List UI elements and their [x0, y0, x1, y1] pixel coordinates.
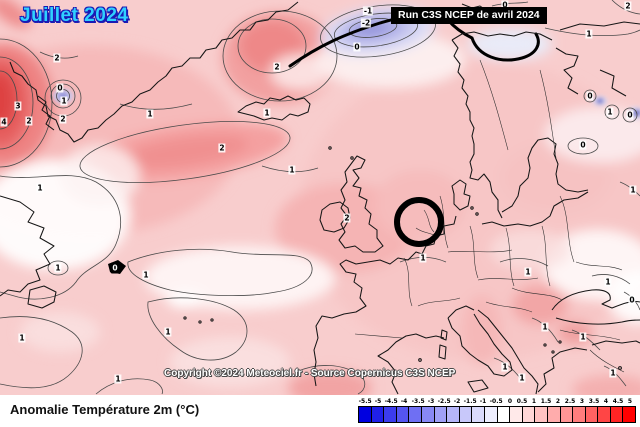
scale-box — [395, 406, 410, 423]
scale-tick: 1 — [531, 397, 536, 405]
contour-label: 1 — [54, 263, 62, 273]
contour-label: 2 — [53, 53, 61, 63]
scale-tick: -4 — [401, 397, 408, 405]
scale-box — [370, 406, 385, 423]
contour-label: 2 — [343, 213, 351, 223]
contour-label: 1 — [18, 333, 26, 343]
contour-label: 1 — [114, 374, 122, 384]
scale-tick: -3.5 — [411, 397, 425, 405]
contour-label: 1 — [164, 327, 172, 337]
contour-label: 1 — [629, 185, 637, 195]
copyright-text: Copyright ©2024 Meteociel.fr - Source Co… — [164, 368, 456, 379]
anomaly-map: 2 4 3 2 0 1 2 2 -1 -2 0 0 2 1 1 1 2 1 1 2 1 0 1 1 1 1 1 0 0 1 0 1 1 1 0 1 1 1… — [0, 0, 640, 395]
contour-label: 1 — [606, 107, 614, 117]
scale-tick: 2.5 — [564, 397, 576, 405]
run-info-badge: Run C3S NCEP de avril 2024 — [391, 7, 547, 24]
scale-tick: -0.5 — [489, 397, 503, 405]
contour-label: 2 — [59, 114, 67, 124]
scale-box — [383, 406, 397, 423]
scale-tick: -5 — [374, 397, 382, 405]
contour-label: 1 — [524, 267, 532, 277]
contour-label: 1 — [579, 332, 587, 342]
scale-box — [609, 406, 624, 423]
scale-box — [597, 406, 611, 423]
scale-box — [521, 406, 536, 423]
contour-label: 0 — [353, 42, 361, 52]
scale-box — [420, 406, 435, 423]
scale-box — [559, 406, 574, 423]
scale-tick: -2 — [453, 397, 461, 405]
contour-label: 1 — [288, 165, 296, 175]
contour-label: 0 — [586, 91, 594, 101]
scale-tick: -1 — [479, 397, 487, 405]
scale-box — [433, 406, 448, 423]
contour-label: 1 — [501, 362, 509, 372]
scale-box — [408, 406, 422, 423]
contour-label: 1 — [604, 277, 612, 287]
scale-tick: -5.5 — [358, 397, 372, 405]
contour-label: 1 — [146, 109, 154, 119]
scale-ticks: -5.5 -5 -4.5 -4 -3.5 -3 -2.5 -2 -1.5 -1 -0.5 0 0.5 1 1… — [358, 397, 636, 405]
legend-title: Anomalie Température 2m (°C) — [10, 402, 200, 417]
map-canvas — [0, 0, 640, 395]
scale-tick: -3 — [427, 397, 435, 405]
scale-box — [483, 406, 498, 423]
focus-circle — [394, 197, 444, 247]
contour-label: 2 — [624, 1, 632, 11]
scale-tick: -1.5 — [463, 397, 477, 405]
scale-boxes — [358, 406, 637, 423]
scale-tick: 0 — [507, 397, 512, 405]
scale-tick: 4 — [603, 397, 609, 405]
contour-label: 1 — [518, 373, 526, 383]
contour-label: 1 — [609, 368, 617, 378]
scale-box — [584, 406, 599, 423]
contour-label: 0 — [110, 262, 120, 274]
scale-box — [496, 406, 511, 423]
contour-label: 3 — [14, 101, 22, 111]
bold-contour — [288, 13, 540, 68]
page-title: Juillet 2024 — [20, 5, 129, 26]
contour-label: 0 — [56, 83, 64, 93]
scale-tick: 3.5 — [588, 397, 600, 405]
scale-box — [458, 406, 473, 423]
scale-tick: 5 — [627, 397, 633, 405]
scale-box — [572, 406, 586, 423]
country-borders — [354, 59, 625, 373]
contour-label: 1 — [36, 183, 44, 193]
contour-label: 0 — [501, 0, 509, 10]
contour-label: 1 — [142, 270, 150, 280]
scale-tick: -2.5 — [437, 397, 451, 405]
contour-label: 2 — [218, 143, 226, 153]
legend-bar: Anomalie Température 2m (°C) -5.5 -5 -4.5-… — [0, 395, 640, 427]
scale-box — [622, 406, 637, 423]
contour-label: 0 — [628, 295, 636, 305]
contour-label: -2 — [360, 18, 372, 28]
color-scale: -5.5 -5 -4.5 -4 -3.5 -3 -2.5 -2 -1.5 -1 -0.5 0 0.5 1 1… — [358, 397, 637, 423]
contour-label: 1 — [585, 29, 593, 39]
contour-label: 2 — [25, 116, 33, 126]
scale-tick: 0.5 — [516, 397, 527, 405]
coastlines — [0, 1, 640, 395]
contour-label: 0 — [579, 140, 587, 150]
contour-label: 2 — [273, 62, 281, 72]
scale-tick: -4.5 — [384, 397, 398, 405]
contour-label: -1 — [362, 6, 374, 16]
scale-box — [509, 406, 523, 423]
contour-label: 4 — [0, 117, 8, 127]
scale-tick: 4.5 — [612, 397, 624, 405]
scale-tick: 3 — [579, 397, 584, 405]
scale-tick: 2 — [555, 397, 560, 405]
contour-label: 0 — [626, 110, 634, 120]
contour-label: 1 — [419, 253, 427, 263]
scale-tick: 1.5 — [540, 397, 552, 405]
scale-box — [546, 406, 561, 423]
contour-label: 1 — [263, 108, 271, 118]
scale-box — [471, 406, 485, 423]
scale-box — [446, 406, 460, 423]
contour-label: 1 — [60, 96, 68, 106]
scale-box — [358, 406, 372, 423]
scale-box — [534, 406, 548, 423]
contour-label: 1 — [541, 322, 549, 332]
